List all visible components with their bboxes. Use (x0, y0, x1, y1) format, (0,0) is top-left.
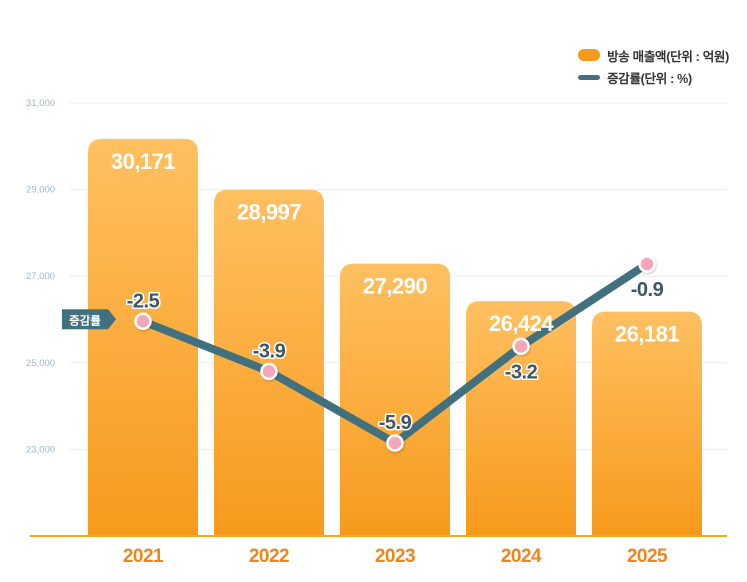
y-tick-label: 27,000 (26, 271, 55, 282)
line-marker (260, 362, 278, 381)
line-marker (638, 255, 656, 273)
bar (592, 311, 702, 536)
line-tag-pointer (108, 309, 116, 330)
legend-item-bar: 방송 매출액(단위 : 억원) (578, 44, 729, 66)
y-tick-label: 29,000 (26, 185, 55, 196)
legend-swatch-bar (578, 49, 601, 61)
line-tag-label: 증감률 (69, 313, 101, 327)
legend-swatch-line (578, 74, 601, 80)
x-tick-label: 2021 (123, 546, 164, 567)
y-tick-label: 31,000 (26, 98, 55, 109)
line-value-label: -0.9 (631, 279, 664, 301)
legend-item-line: 증감률(단위 : %) (578, 66, 729, 88)
line-value-label: -5.9 (379, 412, 412, 434)
data-labels: 30,171 28,997 27,290 26,424 26,181 -2.5 -3.9 -5… (111, 149, 680, 436)
bar-value-label: 30,171 (111, 149, 176, 174)
bar-value-label: 26,181 (615, 322, 680, 347)
line-marker (512, 337, 530, 356)
x-tick-label: 2024 (501, 546, 542, 567)
x-tick-label: 2023 (375, 546, 415, 567)
bar (466, 301, 576, 536)
legend-label-line: 증감률(단위 : %) (607, 71, 692, 86)
bar-value-label: 28,997 (237, 200, 302, 225)
y-tick-label: 25,000 (26, 358, 55, 369)
line-value-label: -2.5 (127, 290, 160, 312)
line-marker (386, 434, 404, 452)
axes: 31,000 29,000 27,000 25,000 23,000 2021 2022 20… (26, 98, 727, 567)
bar-value-label: 26,424 (489, 311, 555, 336)
legend-label-bar: 방송 매출액(단위 : 억원) (607, 49, 729, 64)
line-series: 증감률 (62, 255, 656, 452)
line-tag-box (62, 309, 108, 330)
x-tick-label: 2022 (249, 546, 289, 567)
line-marker (134, 312, 152, 331)
bar-value-label: 27,290 (363, 274, 428, 299)
line-value-label: -3.9 (253, 340, 286, 362)
y-tick-label: 23,000 (26, 444, 55, 455)
x-tick-label: 2025 (627, 546, 668, 567)
line-value-label: -3.2 (505, 361, 538, 383)
bar (340, 263, 450, 536)
bar (88, 138, 198, 537)
bar-series (88, 138, 702, 537)
chart-legend: 방송 매출액(단위 : 억원) 증감률(단위 : %) (578, 44, 729, 88)
